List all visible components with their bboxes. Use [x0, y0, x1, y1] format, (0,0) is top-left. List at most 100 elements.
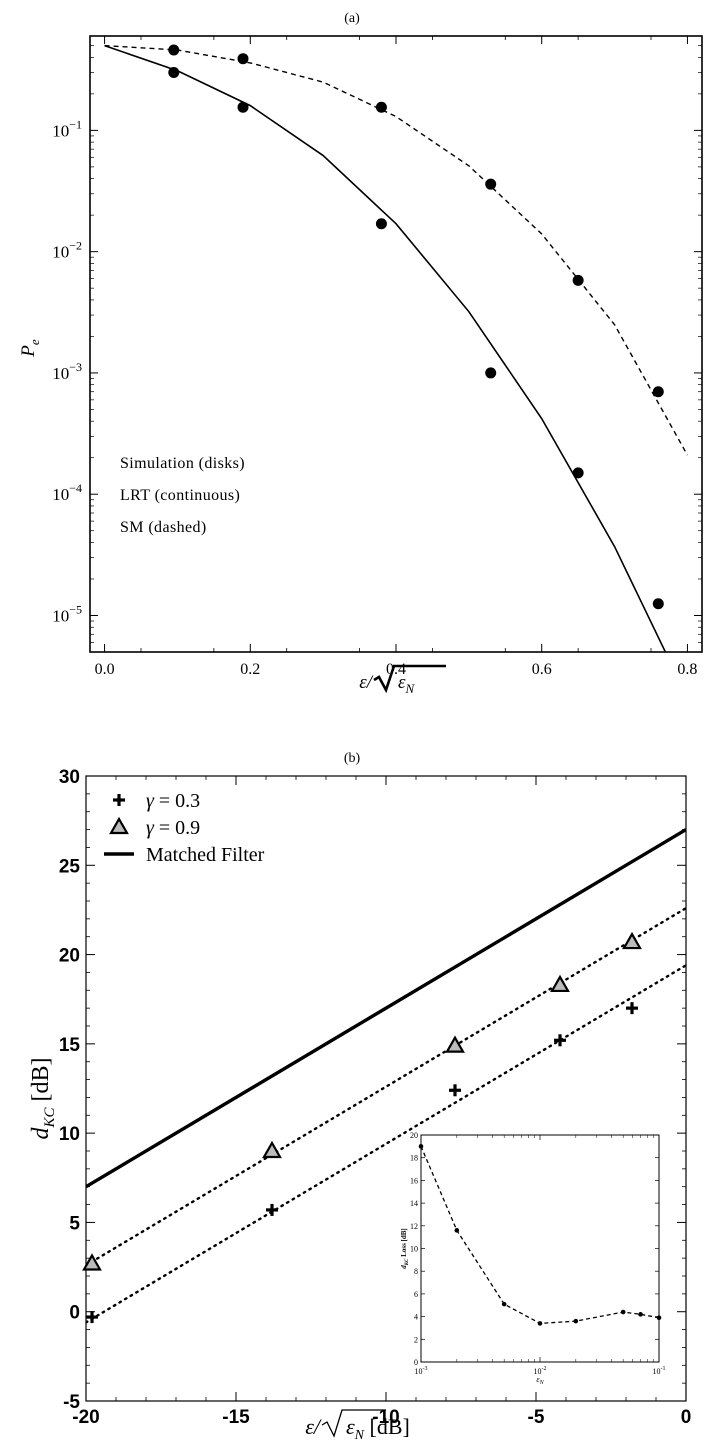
x-tick-label: 0.2 — [240, 661, 260, 678]
inset-x-axis-label: εN — [536, 1375, 544, 1386]
simulation-point — [652, 386, 664, 398]
panel-a-label: (a) — [344, 11, 360, 26]
annotation: LRT (continuous) — [120, 487, 240, 504]
inset-point — [656, 1315, 662, 1321]
inset: 0 2 4 6 8 10 12 14 16 18 20 10-3 10-2 10-1 dKC Loss [d… — [400, 1131, 666, 1386]
x-axis-label: ε/εN [dB] — [305, 1409, 410, 1441]
gamma-0.3-point — [554, 1034, 566, 1047]
inset-y-tick-label: 16 — [410, 1176, 418, 1185]
inset-point — [454, 1228, 460, 1233]
inset-y-tick-label: 0 — [414, 1358, 418, 1367]
y-tick-label: 10−2 — [52, 239, 82, 262]
sqrt-sign — [373, 664, 446, 694]
simulation-point — [375, 101, 387, 113]
sqrt-sign — [321, 1409, 386, 1438]
simulation-point — [237, 53, 249, 65]
y-tick-label: 0 — [69, 1303, 80, 1324]
y-tick-label: 25 — [59, 856, 81, 877]
gamma-0.3-point — [626, 1002, 638, 1015]
y-tick-label: -5 — [63, 1392, 80, 1413]
inset-point — [638, 1312, 643, 1317]
inset-point — [501, 1301, 507, 1307]
simulation-point — [572, 274, 584, 286]
simulation-point — [485, 367, 497, 379]
panel-b-label: (b) — [344, 751, 361, 766]
gamma-0.9-point — [445, 1035, 465, 1053]
legend: γ = 0.3 γ = 0.9 Matched Filter — [104, 790, 265, 866]
legend-label: γ = 0.3 — [146, 790, 200, 812]
lrt-curve — [104, 44, 667, 652]
y-tick-label: 10 — [59, 1124, 80, 1145]
simulation-point — [652, 598, 664, 610]
inset-x-tick-label: 10-2 — [534, 1366, 547, 1376]
annotation: Simulation (disks) — [120, 455, 245, 472]
x-tick-label: 0.0 — [95, 661, 115, 678]
panel-a-frame — [89, 35, 703, 653]
gamma-0.3-point — [266, 1203, 278, 1216]
y-tick-label: 10−5 — [52, 602, 82, 625]
inset-y-axis-label: dKC Loss [dB] — [400, 1228, 410, 1269]
inset-y-tick-label: 18 — [410, 1154, 418, 1163]
inset-y-tick-label: 10 — [410, 1245, 418, 1254]
inset-point — [573, 1318, 579, 1324]
inset-y-tick-label: 2 — [414, 1335, 418, 1344]
inset-x-tick-label: 10-1 — [653, 1366, 666, 1376]
y-tick-label: 10−1 — [52, 117, 82, 140]
x-tick-label: -20 — [72, 1407, 99, 1428]
panel-a: (a)0.0 0.2 0.4 0.6 0.810−110−210−310−410−5Pe… — [18, 11, 703, 696]
inset-frame — [420, 1134, 660, 1363]
inset-point — [418, 1144, 424, 1149]
inset-y-tick-label: 20 — [410, 1131, 418, 1140]
y-tick-label: 5 — [69, 1213, 80, 1234]
annotation: SM (dashed) — [120, 519, 207, 536]
inset-loss-curve — [420, 1146, 660, 1325]
y-tick-label: 15 — [59, 1035, 81, 1056]
inset-point — [537, 1321, 543, 1326]
gamma-0.9-point — [622, 931, 642, 950]
inset-y-tick-label: 8 — [414, 1267, 418, 1276]
matched-filter-line — [86, 828, 686, 1189]
simulation-point — [237, 101, 249, 113]
y-tick-label: 20 — [59, 946, 80, 967]
x-axis-label-radicand: εN — [398, 672, 416, 696]
legend-cross — [113, 794, 125, 806]
sm-curve — [104, 44, 689, 456]
fit-line — [86, 964, 686, 1324]
gamma-0.9-point — [550, 974, 570, 993]
gamma-0.3-point — [86, 1311, 98, 1324]
gamma-0.9-point — [262, 1140, 282, 1159]
x-tick-label: 0 — [681, 1407, 692, 1428]
simulation-point — [168, 67, 180, 79]
legend-label: γ = 0.9 — [146, 817, 200, 839]
inset-y-tick-label: 14 — [410, 1199, 418, 1208]
x-axis-label-text: ε/ — [359, 672, 373, 693]
y-tick-label: 30 — [59, 767, 80, 788]
y-axis-label: Pe — [18, 339, 42, 358]
inset-y-tick-label: 12 — [410, 1222, 418, 1231]
fit-line — [86, 906, 686, 1267]
simulation-point — [375, 218, 387, 230]
simulation-point — [572, 467, 584, 479]
inset-y-tick-label: 4 — [414, 1313, 418, 1322]
y-tick-label: 10−4 — [52, 481, 82, 504]
x-tick-label: 0.8 — [677, 661, 697, 678]
x-tick-label: -5 — [528, 1407, 545, 1428]
y-axis-label: dKC [dB] — [28, 1057, 58, 1139]
x-tick-label: -10 — [372, 1407, 399, 1428]
x-axis-label-text: ε/ — [305, 1414, 322, 1439]
y-tick-label: 10−3 — [52, 360, 82, 383]
simulation-point — [485, 178, 497, 190]
simulation-point — [168, 44, 180, 56]
inset-point — [620, 1309, 626, 1315]
x-axis-label-radicand: εN [dB] — [346, 1414, 410, 1441]
x-tick-label: -15 — [222, 1407, 250, 1428]
x-tick-label: 0.6 — [532, 661, 552, 678]
legend-triangle — [109, 816, 129, 835]
gamma-0.3-point — [449, 1084, 461, 1097]
legend-label: Matched Filter — [146, 844, 265, 866]
inset-y-tick-label: 6 — [414, 1290, 418, 1299]
gamma-0.9-point — [82, 1253, 102, 1271]
x-axis-label: ε/εN — [359, 664, 446, 696]
